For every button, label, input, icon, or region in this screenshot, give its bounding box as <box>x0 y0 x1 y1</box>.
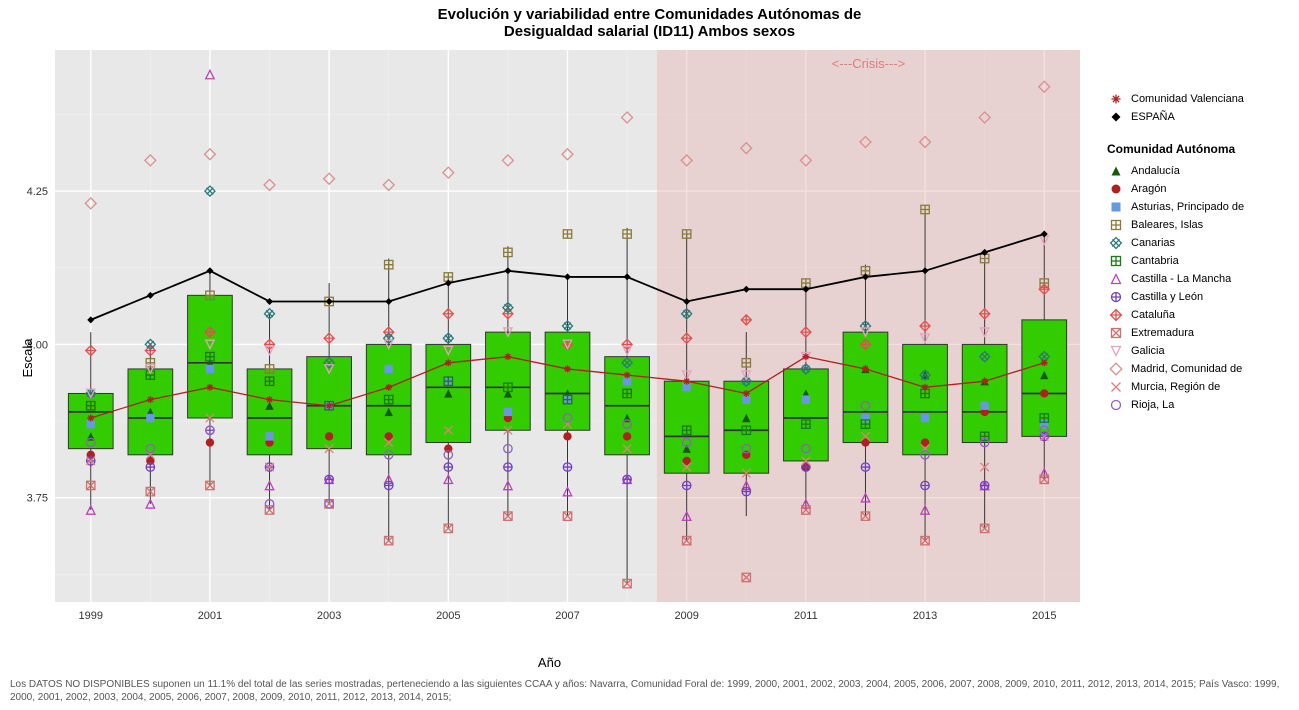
legend: Comunidad Valenciana ESPAÑA Comunidad Aut… <box>1099 42 1299 674</box>
legend-item: Andalucía <box>1107 164 1291 178</box>
legend-item: Asturias, Principado de <box>1107 200 1291 214</box>
footer-note: Los DATOS NO DISPONIBLES suponen un 11.1… <box>0 674 1299 710</box>
legend-label: Rioja, La <box>1131 399 1174 411</box>
legend-label: Andalucía <box>1131 165 1180 177</box>
legend-label: Castilla - La Mancha <box>1131 273 1231 285</box>
legend-label: Extremadura <box>1131 327 1194 339</box>
legend-item: Castilla y León <box>1107 290 1291 304</box>
boxplot-chart: 3.754.004.251999200120032005200720092011… <box>0 42 1090 642</box>
svg-text:2009: 2009 <box>674 610 698 622</box>
legend-label: Comunidad Valenciana <box>1131 93 1244 105</box>
legend-item: Aragón <box>1107 182 1291 196</box>
chart-area: Escala 3.754.004.25199920012003200520072… <box>0 42 1099 674</box>
legend-title: Comunidad Autónoma <box>1107 142 1291 156</box>
legend-label: Canarias <box>1131 237 1175 249</box>
svg-text:3.75: 3.75 <box>27 493 48 505</box>
legend-item: Canarias <box>1107 236 1291 250</box>
legend-label: Cataluña <box>1131 309 1175 321</box>
legend-item: ESPAÑA <box>1107 110 1291 124</box>
legend-label: Baleares, Islas <box>1131 219 1203 231</box>
legend-item: Rioja, La <box>1107 398 1291 412</box>
svg-text:2003: 2003 <box>317 610 341 622</box>
legend-item: Extremadura <box>1107 326 1291 340</box>
svg-text:<---Crisis--->: <---Crisis---> <box>832 56 906 71</box>
legend-label: Castilla y León <box>1131 291 1203 303</box>
legend-item: Comunidad Valenciana <box>1107 92 1291 106</box>
svg-text:2005: 2005 <box>436 610 460 622</box>
legend-item: Galicia <box>1107 344 1291 358</box>
legend-item: Cantabria <box>1107 254 1291 268</box>
chart-title: Evolución y variabilidad entre Comunidad… <box>0 0 1299 42</box>
legend-label: Asturias, Principado de <box>1131 201 1244 213</box>
legend-item: Baleares, Islas <box>1107 218 1291 232</box>
svg-text:2011: 2011 <box>794 610 818 622</box>
legend-item: Murcia, Región de <box>1107 380 1291 394</box>
legend-label: Murcia, Región de <box>1131 381 1220 393</box>
legend-item: Castilla - La Mancha <box>1107 272 1291 286</box>
legend-label: Cantabria <box>1131 255 1179 267</box>
legend-label: Aragón <box>1131 183 1166 195</box>
svg-text:2001: 2001 <box>198 610 222 622</box>
svg-text:1999: 1999 <box>79 610 103 622</box>
legend-item: Cataluña <box>1107 308 1291 322</box>
legend-label: Madrid, Comunidad de <box>1131 363 1242 375</box>
legend-label: Galicia <box>1131 345 1165 357</box>
legend-item: Madrid, Comunidad de <box>1107 362 1291 376</box>
x-axis-label: Año <box>538 655 561 670</box>
svg-text:2007: 2007 <box>555 610 579 622</box>
svg-text:2015: 2015 <box>1032 610 1056 622</box>
y-axis-label: Escala <box>20 338 35 377</box>
svg-text:2013: 2013 <box>913 610 937 622</box>
legend-label: ESPAÑA <box>1131 111 1175 123</box>
svg-text:4.25: 4.25 <box>27 186 48 198</box>
